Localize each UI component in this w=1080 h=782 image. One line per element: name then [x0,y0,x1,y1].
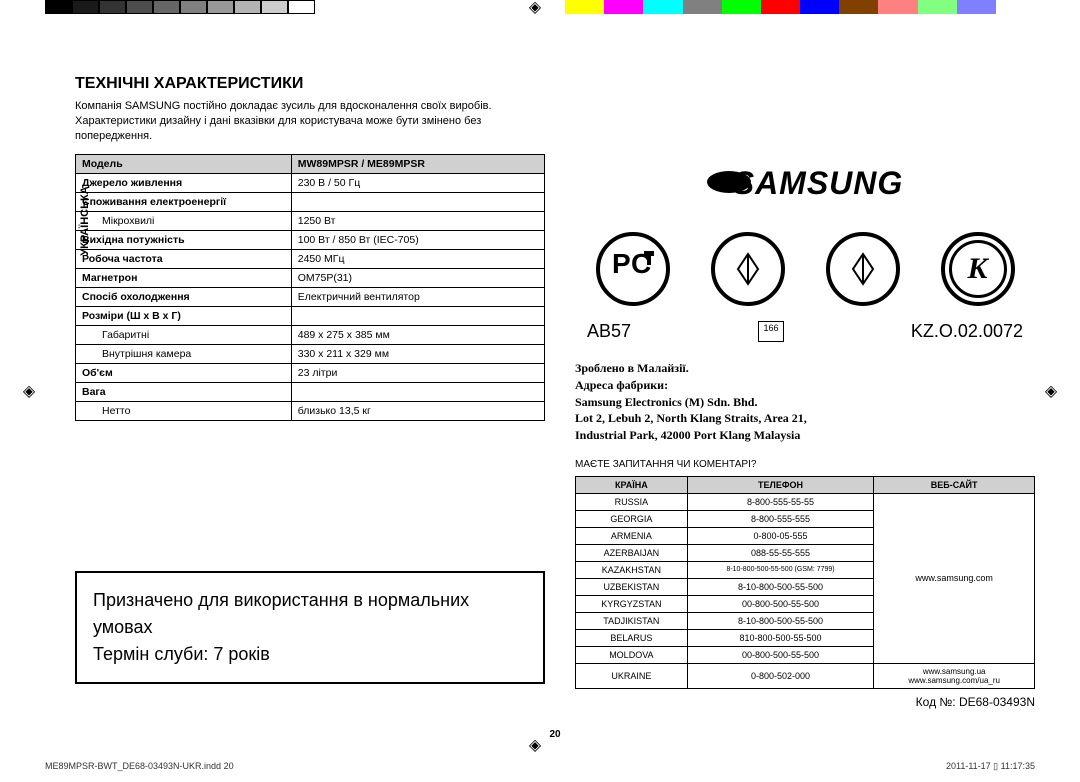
contact-table: КРАЇНА ТЕЛЕФОН ВЕБ-САЙТ RUSSIA8-800-555-… [575,476,1035,689]
specs-header-value: MW89MPSR / ME89MPSR [291,154,544,173]
right-column: SAMSUNG PC K AB57 166 KZ.O.02.0072 Зробл… [575,75,1035,709]
contact-country: UKRAINE [576,663,688,688]
specs-table: Модель MW89MPSR / ME89MPSR Джерело живле… [75,154,545,421]
page-number: 20 [549,729,560,740]
section-title: ТЕХНІЧНІ ХАРАКТЕРИСТИКИ [75,75,545,93]
code-line: Код №: DE68-03493N [575,695,1035,709]
contact-phone: 088-55-55-555 [687,544,874,561]
color-bar-right [565,0,1035,14]
contact-phone: 8-10-800-500-55-500 (GSM: 7799) [687,561,874,578]
spec-label: Магнетрон [76,268,292,287]
contact-phone: 8-10-800-500-55-500 [687,578,874,595]
left-column: УКРАЇНСЬКА ТЕХНІЧНІ ХАРАКТЕРИСТИКИ Компа… [75,75,545,684]
contact-th-web: ВЕБ-САЙТ [874,476,1035,493]
spec-value: Електричний вентилятор [291,287,544,306]
samsung-logo: SAMSUNG [575,165,1035,202]
address-line4: Lot 2, Lebuh 2, North Klang Straits, Are… [575,410,1035,427]
specs-header-label: Модель [76,154,292,173]
address-line3: Samsung Electronics (M) Sdn. Bhd. [575,394,1035,411]
spec-value [291,382,544,401]
footer: ME89MPSR-BWT_DE68-03493N-UKR.indd 20 201… [45,761,1035,772]
spec-label: Вага [76,382,292,401]
reg-mark-left: ◈ [22,384,36,398]
cert-mark-k: K [941,232,1015,306]
spec-value [291,306,544,325]
contact-web-ukraine: www.samsung.uawww.samsung.com/ua_ru [874,663,1035,688]
spec-subvalue: 1250 Вт [291,211,544,230]
usage-box: Призначено для використання в нормальних… [75,571,545,684]
reg-mark-right: ◈ [1044,384,1058,398]
cert-mark-pct: PC [596,232,670,306]
spec-value: 230 В / 50 Гц [291,173,544,192]
color-bar-left [45,0,315,14]
contact-web-main: www.samsung.com [874,493,1035,663]
spec-sublabel: Нетто [76,401,292,420]
language-sidebar: УКРАЇНСЬКА [79,171,91,271]
contact-country: AZERBAIJAN [576,544,688,561]
usage-line2: Термін слуби: 7 років [93,641,527,668]
footer-left: ME89MPSR-BWT_DE68-03493N-UKR.indd 20 [45,761,234,771]
address-line1: Зроблено в Малайзії. [575,360,1035,377]
svg-text:P: P [612,248,631,279]
intro-text: Компанія SAMSUNG постійно докладає зусил… [75,99,545,144]
contact-phone: 0-800-502-000 [687,663,874,688]
cert-mark-leaf1 [711,232,785,306]
spec-value [291,192,544,211]
footer-right: 2011-11-17 ▯ 11:17:35 [946,761,1035,772]
spec-label: Споживання електроенергії [76,192,292,211]
spec-subvalue: 330 x 211 x 329 мм [291,344,544,363]
contact-phone: 810-800-500-55-500 [687,629,874,646]
spec-label: Спосіб охолодження [76,287,292,306]
spec-label: Розміри (Ш х В х Г) [76,306,292,325]
contact-country: UZBEKISTAN [576,578,688,595]
spec-label: Вихідна потужність [76,230,292,249]
contact-th-country: КРАЇНА [576,476,688,493]
reg-mark-top: ◈ [528,0,542,14]
spec-sublabel: Внутрішня камера [76,344,292,363]
cert-label-kz: KZ.O.02.0072 [911,321,1023,342]
spec-value: 23 літри [291,363,544,382]
address-line2: Адреса фабрики: [575,377,1035,394]
spec-sublabel: Мікрохвилі [76,211,292,230]
spec-value: 2450 МГц [291,249,544,268]
cert-labels: AB57 166 KZ.O.02.0072 [575,321,1035,342]
contact-country: KAZAKHSTAN [576,561,688,578]
spec-label: Робоча частота [76,249,292,268]
questions-line: МАЄТЕ ЗАПИТАННЯ ЧИ КОМЕНТАРІ? [575,459,1035,470]
spec-sublabel: Габаритні [76,325,292,344]
spec-label: Об'єм [76,363,292,382]
usage-line1: Призначено для використання в нормальних… [93,587,527,641]
contact-th-phone: ТЕЛЕФОН [687,476,874,493]
contact-country: MOLDOVA [576,646,688,663]
contact-phone: 0-800-05-555 [687,527,874,544]
contact-country: BELARUS [576,629,688,646]
spec-value: OM75P(31) [291,268,544,287]
contact-phone: 00-800-500-55-500 [687,646,874,663]
contact-phone: 8-10-800-500-55-500 [687,612,874,629]
contact-country: GEORGIA [576,510,688,527]
cert-marks-row: PC K [575,232,1035,306]
contact-country: ARMENIA [576,527,688,544]
address-line5: Industrial Park, 42000 Port Klang Malays… [575,427,1035,444]
spec-value: 100 Вт / 850 Вт (IEC-705) [291,230,544,249]
address-block: Зроблено в Малайзії. Адреса фабрики: Sam… [575,360,1035,444]
contact-phone: 00-800-500-55-500 [687,595,874,612]
contact-phone: 8-800-555-55-55 [687,493,874,510]
cert-label-ab57: AB57 [587,321,631,342]
spec-subvalue: 489 x 275 x 385 мм [291,325,544,344]
spec-subvalue: близько 13,5 кг [291,401,544,420]
contact-phone: 8-800-555-555 [687,510,874,527]
cert-label-166: 166 [758,321,783,342]
cert-mark-leaf2 [826,232,900,306]
reg-mark-bottom: ◈ [528,738,542,752]
contact-country: TADJIKISTAN [576,612,688,629]
contact-country: KYRGYZSTAN [576,595,688,612]
spec-label: Джерело живлення [76,173,292,192]
contact-country: RUSSIA [576,493,688,510]
